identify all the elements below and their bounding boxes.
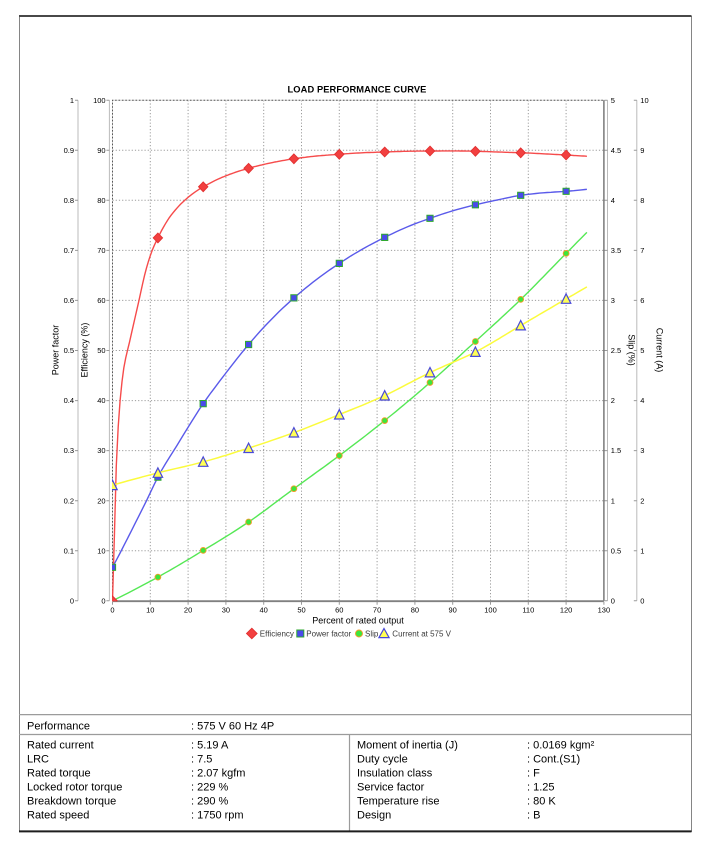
svg-text:70: 70 [97,246,105,255]
svg-text:0.2: 0.2 [64,496,74,505]
svg-text:0.1: 0.1 [64,546,74,555]
svg-text:0.9: 0.9 [64,146,74,155]
svg-text:0: 0 [611,596,615,605]
svg-text:0.4: 0.4 [64,396,74,405]
svg-text:50: 50 [297,605,305,614]
svg-text:Efficiency (%): Efficiency (%) [79,323,89,378]
svg-text:1: 1 [611,496,615,505]
svg-text:3: 3 [640,446,644,455]
svg-text:80: 80 [411,605,419,614]
svg-text:8: 8 [640,196,644,205]
svg-text:1: 1 [70,96,74,105]
svg-text:70: 70 [373,605,381,614]
svg-text:4: 4 [611,196,615,205]
svg-text:50: 50 [97,346,105,355]
svg-text:0: 0 [101,596,105,605]
svg-text:Slip: Slip [365,629,379,638]
svg-text:Power factor: Power factor [51,325,61,376]
svg-text:20: 20 [97,496,105,505]
svg-text:0: 0 [70,596,74,605]
svg-text:120: 120 [560,605,573,614]
svg-text:0.6: 0.6 [64,296,74,305]
svg-text:80: 80 [97,196,105,205]
svg-text:2: 2 [611,396,615,405]
svg-text:7: 7 [640,246,644,255]
svg-text:Current (A): Current (A) [654,328,664,373]
svg-text:Percent of rated output: Percent of rated output [312,615,404,625]
svg-text:2.5: 2.5 [611,346,621,355]
svg-text:110: 110 [522,605,534,614]
svg-text:10: 10 [146,605,154,614]
svg-text:130: 130 [598,605,611,614]
svg-text:0.5: 0.5 [64,346,74,355]
svg-text:90: 90 [449,605,457,614]
svg-text:10: 10 [640,96,648,105]
svg-text:30: 30 [97,446,105,455]
svg-text:90: 90 [97,146,105,155]
svg-text:1: 1 [640,546,644,555]
svg-text:1.5: 1.5 [611,446,621,455]
svg-text:10: 10 [97,546,105,555]
svg-text:6: 6 [640,296,644,305]
svg-text:0: 0 [640,596,644,605]
svg-text:0.3: 0.3 [64,446,74,455]
svg-text:4.5: 4.5 [611,146,621,155]
svg-text:60: 60 [97,296,105,305]
svg-text:5: 5 [611,96,615,105]
svg-text:60: 60 [335,605,343,614]
svg-text:Efficiency: Efficiency [260,629,294,638]
svg-text:0.7: 0.7 [64,246,74,255]
svg-text:4: 4 [640,396,644,405]
svg-text:LOAD PERFORMANCE CURVE: LOAD PERFORMANCE CURVE [288,85,427,95]
svg-text:0: 0 [110,605,114,614]
svg-text:0.8: 0.8 [64,196,74,205]
svg-text:3: 3 [611,296,615,305]
svg-text:3.5: 3.5 [611,246,621,255]
svg-text:5: 5 [640,346,644,355]
svg-text:100: 100 [93,96,106,105]
svg-text:Current at 575 V: Current at 575 V [392,629,451,638]
svg-text:20: 20 [184,605,192,614]
svg-text:9: 9 [640,146,644,155]
svg-text:40: 40 [97,396,105,405]
svg-text:2: 2 [640,496,644,505]
svg-text:Slip (%): Slip (%) [626,334,636,366]
svg-text:40: 40 [260,605,268,614]
svg-text:30: 30 [222,605,230,614]
svg-text:100: 100 [484,605,497,614]
svg-text:Power factor: Power factor [306,629,351,638]
svg-text:0.5: 0.5 [611,546,621,555]
